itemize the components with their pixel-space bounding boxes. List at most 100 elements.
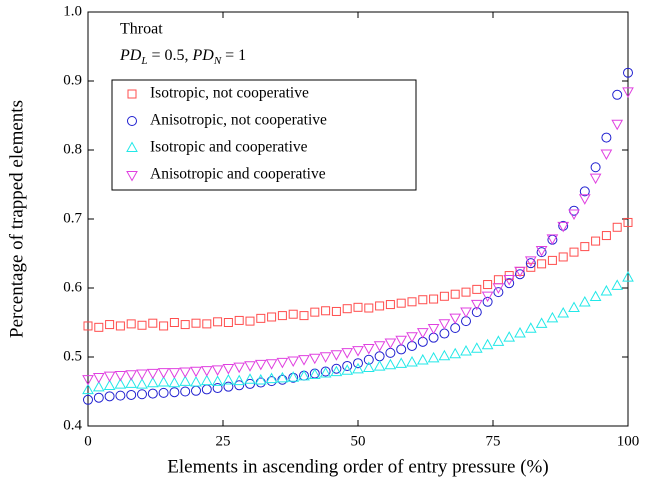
marker	[157, 368, 170, 379]
marker	[136, 369, 148, 381]
marker	[105, 320, 115, 330]
marker	[342, 304, 352, 314]
marker	[330, 365, 343, 377]
marker	[611, 279, 624, 290]
marker	[277, 311, 287, 321]
marker	[536, 247, 547, 258]
marker	[362, 344, 375, 355]
marker	[223, 318, 233, 327]
marker	[83, 394, 93, 405]
marker	[418, 295, 428, 305]
marker	[137, 320, 147, 330]
marker	[373, 360, 386, 371]
marker	[374, 351, 385, 362]
marker	[363, 354, 374, 365]
marker	[481, 291, 494, 303]
marker	[222, 373, 235, 385]
marker	[353, 358, 363, 369]
marker	[568, 209, 580, 221]
marker	[341, 364, 354, 375]
marker	[623, 217, 633, 227]
marker	[233, 374, 246, 386]
marker	[267, 312, 277, 322]
marker	[190, 376, 202, 387]
legend-box	[111, 79, 417, 191]
marker	[416, 328, 429, 339]
x-axis-label: Elements in ascending order of entry pre…	[167, 456, 548, 477]
marker	[191, 385, 201, 396]
marker	[395, 357, 408, 368]
marker	[287, 356, 300, 367]
marker	[395, 335, 408, 347]
marker	[115, 321, 125, 331]
marker	[438, 349, 451, 361]
marker	[535, 246, 548, 257]
marker	[245, 316, 255, 326]
y-tick-label: 0.8	[63, 141, 82, 157]
marker	[503, 331, 516, 342]
marker	[158, 387, 169, 398]
marker	[385, 347, 396, 358]
marker	[202, 319, 212, 329]
marker	[104, 391, 115, 402]
marker	[277, 374, 288, 385]
marker	[352, 346, 364, 357]
marker	[114, 378, 127, 389]
marker	[200, 374, 213, 386]
marker	[622, 87, 634, 98]
marker	[579, 186, 590, 197]
legend-label: Isotropic, not cooperative	[150, 85, 309, 102]
marker	[190, 366, 202, 378]
marker	[320, 366, 331, 377]
marker	[137, 389, 147, 400]
marker	[331, 306, 341, 316]
marker	[222, 364, 235, 375]
marker	[461, 287, 471, 297]
legend-marker	[127, 89, 137, 99]
legend-label: Anisotropic and cooperative	[150, 166, 326, 183]
marker	[319, 367, 332, 378]
marker	[92, 380, 105, 392]
marker	[439, 291, 449, 301]
marker	[146, 376, 159, 388]
marker	[200, 366, 213, 377]
marker	[580, 242, 590, 252]
marker	[524, 322, 537, 333]
marker	[450, 323, 461, 334]
x-tick-label: 50	[351, 433, 366, 449]
marker	[353, 302, 363, 312]
marker	[287, 371, 300, 382]
marker	[342, 360, 353, 371]
legend-label: Isotropic and cooperative	[150, 139, 308, 156]
marker	[254, 373, 267, 385]
annotation-part: PD	[119, 47, 142, 64]
marker	[93, 392, 104, 403]
legend-marker	[127, 116, 137, 126]
marker	[211, 365, 224, 376]
x-tick-label: 75	[486, 433, 501, 449]
marker	[482, 296, 493, 307]
marker	[483, 280, 493, 290]
legend-marker	[126, 171, 138, 182]
marker	[157, 376, 170, 387]
marker	[234, 380, 245, 391]
marker	[331, 363, 342, 374]
marker	[535, 317, 548, 328]
x-tick-label: 25	[216, 433, 231, 449]
marker	[600, 284, 613, 296]
legend-label: Anisotropic, not cooperative	[150, 112, 327, 129]
marker	[406, 355, 418, 367]
y-tick-label: 0.9	[63, 72, 82, 88]
marker	[612, 222, 622, 232]
marker	[439, 328, 450, 339]
marker	[125, 370, 138, 381]
marker	[600, 149, 613, 160]
annotation: Throat	[120, 21, 163, 38]
marker	[569, 247, 579, 257]
annotation-part: N	[213, 55, 222, 67]
marker	[244, 373, 256, 384]
marker	[321, 306, 331, 316]
marker	[546, 234, 559, 245]
marker	[427, 324, 440, 335]
marker	[136, 378, 148, 389]
